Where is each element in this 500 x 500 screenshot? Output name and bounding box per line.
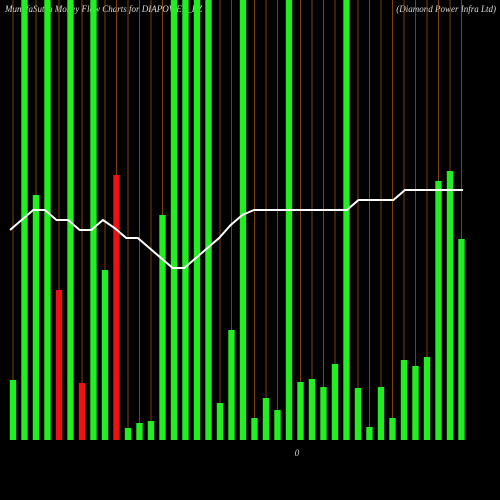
bar	[113, 175, 120, 440]
bar	[90, 0, 97, 440]
bar	[228, 330, 235, 440]
bar	[389, 418, 396, 440]
bar	[354, 388, 362, 440]
bar	[262, 398, 270, 440]
bar	[124, 428, 132, 440]
bar	[44, 0, 51, 440]
bar	[170, 0, 178, 440]
bar	[274, 410, 281, 440]
bar	[239, 0, 247, 440]
bar	[297, 382, 304, 440]
bar	[400, 360, 408, 440]
bar	[331, 364, 339, 440]
bar	[55, 290, 63, 440]
bar	[182, 0, 189, 440]
bar	[285, 0, 293, 440]
bar	[423, 357, 431, 440]
bar	[9, 380, 17, 440]
flow-line	[9, 189, 464, 269]
bar	[101, 270, 109, 440]
bar	[251, 418, 258, 440]
bar	[193, 0, 201, 440]
bar	[435, 181, 442, 440]
bar	[67, 0, 74, 440]
bar	[136, 423, 143, 440]
bar	[159, 215, 166, 440]
bar	[308, 379, 316, 440]
bar	[147, 421, 155, 440]
x-label: 0	[295, 448, 300, 458]
bar	[377, 387, 385, 440]
bar	[216, 403, 224, 440]
bar	[446, 171, 454, 440]
bar	[343, 0, 350, 440]
bar	[32, 195, 40, 440]
bar	[458, 239, 465, 440]
bar	[412, 366, 419, 440]
bar	[320, 387, 327, 440]
chart-title: MunafaSutra Money Flow Charts for DIAPOW…	[4, 4, 203, 14]
bar	[205, 0, 212, 440]
chart-subtitle: (Diamond Power Infra Ltd)	[396, 4, 496, 14]
bar	[366, 427, 373, 440]
bar	[21, 0, 28, 440]
bar	[78, 383, 86, 440]
